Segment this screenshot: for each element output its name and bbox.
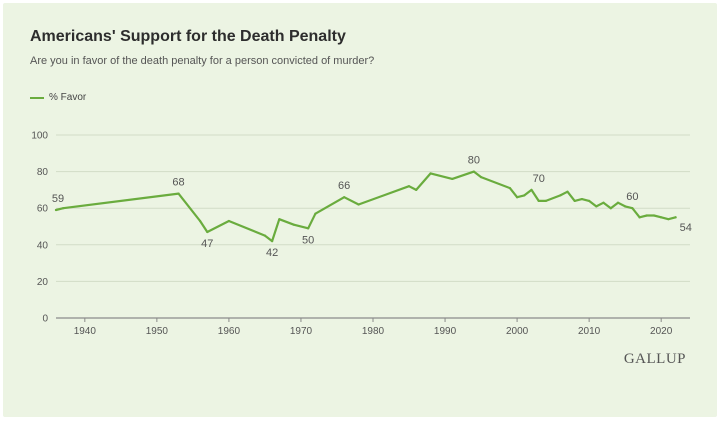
data-point bbox=[667, 218, 670, 221]
data-point bbox=[645, 214, 648, 217]
data-point bbox=[660, 216, 663, 219]
data-point bbox=[652, 214, 656, 217]
y-tick-label: 80 bbox=[37, 167, 49, 178]
data-point bbox=[263, 234, 267, 237]
y-tick-label: 100 bbox=[31, 131, 48, 142]
data-point bbox=[616, 201, 620, 204]
data-label: 54 bbox=[680, 222, 692, 234]
y-tick-label: 0 bbox=[42, 314, 48, 325]
data-point bbox=[479, 175, 483, 179]
data-point bbox=[537, 199, 540, 202]
data-point bbox=[588, 199, 591, 202]
data-point bbox=[177, 192, 180, 195]
data-point bbox=[508, 186, 511, 190]
data-label: 42 bbox=[266, 247, 278, 259]
gallup-logo: GALLUP bbox=[623, 351, 686, 367]
data-point bbox=[271, 240, 274, 243]
data-point bbox=[515, 196, 519, 199]
x-tick-label: 1990 bbox=[434, 326, 457, 337]
data-point bbox=[314, 212, 317, 215]
data-point bbox=[472, 170, 475, 173]
data-label: 60 bbox=[626, 191, 638, 203]
x-tick-label: 1960 bbox=[218, 326, 241, 337]
data-point bbox=[523, 194, 526, 197]
x-tick-label: 2020 bbox=[650, 326, 673, 337]
y-tick-label: 20 bbox=[37, 277, 49, 288]
data-point bbox=[609, 207, 612, 210]
data-point bbox=[631, 207, 634, 210]
data-point bbox=[544, 199, 548, 202]
data-point bbox=[278, 218, 281, 221]
data-point bbox=[198, 219, 202, 223]
data-point bbox=[566, 190, 569, 193]
x-tick-label: 1940 bbox=[74, 326, 97, 337]
data-point bbox=[580, 197, 584, 201]
data-label: 70 bbox=[533, 173, 545, 185]
y-tick-label: 40 bbox=[37, 240, 49, 251]
x-tick-label: 1980 bbox=[362, 326, 385, 337]
data-point bbox=[595, 205, 598, 208]
data-point bbox=[573, 199, 576, 202]
legend: % Favor bbox=[30, 92, 86, 103]
data-point bbox=[602, 201, 605, 204]
data-point bbox=[62, 207, 65, 210]
data-point bbox=[54, 208, 58, 212]
data-label: 50 bbox=[302, 234, 314, 246]
legend-swatch bbox=[30, 96, 44, 99]
data-point bbox=[307, 227, 310, 230]
data-point bbox=[206, 230, 209, 234]
data-point bbox=[451, 177, 454, 181]
data-point bbox=[530, 188, 533, 191]
legend-label: % Favor bbox=[49, 92, 87, 103]
series-line bbox=[54, 170, 677, 243]
chart-subtitle: Are you in favor of the death penalty fo… bbox=[30, 55, 375, 67]
data-point bbox=[638, 216, 641, 219]
data-label: 80 bbox=[468, 155, 480, 167]
data-point bbox=[624, 205, 627, 208]
data-point bbox=[292, 223, 295, 226]
data-label: 68 bbox=[172, 177, 184, 189]
data-label: 66 bbox=[338, 180, 350, 192]
data-point bbox=[407, 185, 411, 188]
data-point bbox=[343, 196, 346, 199]
chart-title: Americans' Support for the Death Penalty bbox=[30, 28, 346, 45]
data-label: 47 bbox=[201, 238, 213, 250]
data-point bbox=[357, 203, 360, 206]
x-tick-label: 2010 bbox=[578, 326, 601, 337]
x-tick-label: 1970 bbox=[290, 326, 313, 337]
x-tick-label: 2000 bbox=[506, 326, 529, 337]
data-point bbox=[429, 172, 432, 175]
data-point bbox=[227, 219, 231, 223]
data-label: 59 bbox=[52, 193, 64, 205]
x-tick-label: 1950 bbox=[146, 326, 169, 337]
chart-card bbox=[3, 3, 717, 417]
data-point bbox=[674, 216, 677, 219]
y-tick-label: 60 bbox=[37, 204, 49, 215]
data-point bbox=[559, 194, 562, 197]
data-point bbox=[415, 188, 418, 191]
